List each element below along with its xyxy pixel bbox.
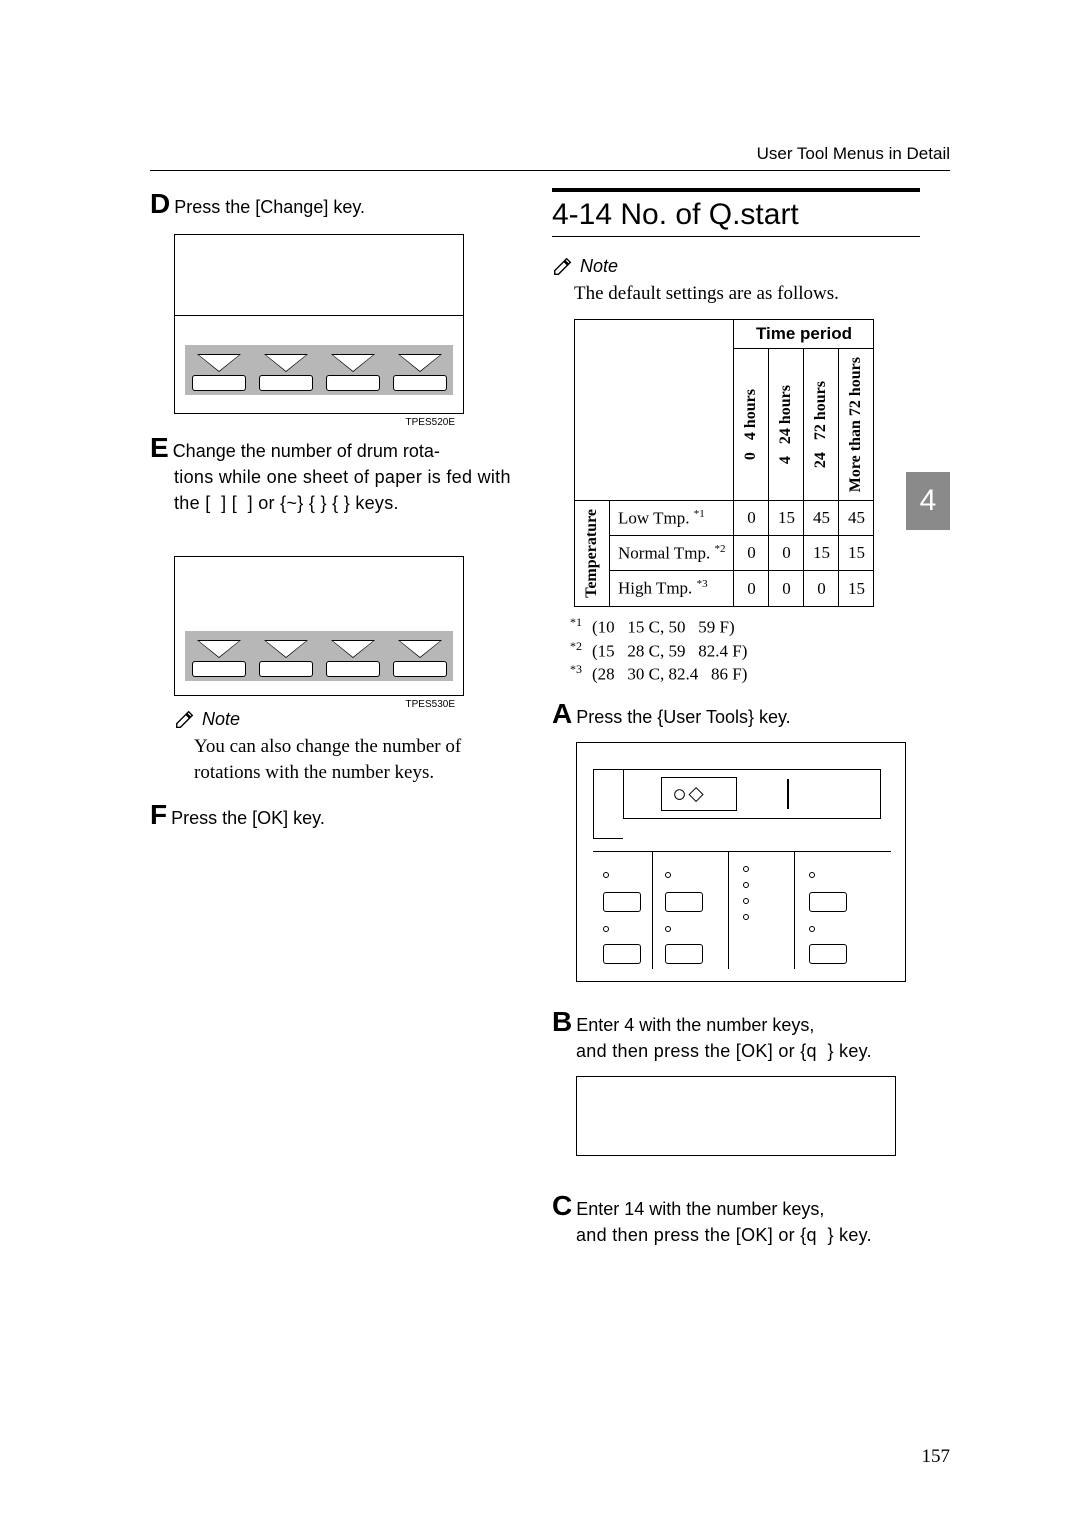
col-0-4: 0 4 hours — [740, 385, 762, 464]
step-d-text: Press the [Change] key. — [174, 197, 365, 217]
step-a: A Press the {User Tools} key. — [552, 698, 920, 730]
softkey-6[interactable] — [259, 661, 313, 677]
step-b: B Enter 4 with the number keys, and then… — [552, 1006, 920, 1064]
note-r-label: Note — [580, 256, 618, 277]
panel-btn-4[interactable] — [665, 944, 703, 964]
step-e: E Change the number of drum rota- tions … — [150, 432, 518, 516]
user-tools-key[interactable] — [661, 777, 737, 811]
lcd-figure-b — [576, 1076, 896, 1156]
panel-btn-2[interactable] — [603, 944, 641, 964]
cell-norm-3: 15 — [839, 536, 874, 571]
softkey-2[interactable] — [259, 375, 313, 391]
softkey-1[interactable] — [192, 375, 246, 391]
note-d-body: You can also change the number of rotati… — [194, 734, 518, 785]
cell-high-2: 0 — [804, 571, 839, 606]
figure-rotations: TPES530E — [174, 556, 464, 696]
col-24-72: 24 72 hours — [810, 377, 832, 472]
figure-code-e: TPES530E — [404, 699, 457, 710]
step-c-text-start: Enter 14 with the number keys, — [576, 1199, 824, 1219]
settings-table: Time period 0 4 hours 4 24 hours 24 72 h… — [574, 319, 874, 607]
softkey-5[interactable] — [192, 661, 246, 677]
header-breadcrumb: User Tool Menus in Detail — [757, 144, 950, 164]
note-r-body: The default settings are as follows. — [574, 281, 920, 307]
step-f-letter: F — [150, 799, 167, 830]
page-number: 157 — [922, 1446, 951, 1468]
step-c-body: and then press the [OK] or {q } key. — [552, 1222, 920, 1248]
col-4-24: 4 24 hours — [775, 381, 797, 468]
control-panel-figure — [576, 742, 906, 982]
cell-low-0: 0 — [734, 500, 769, 535]
time-period-header: Time period — [734, 319, 874, 348]
row-high-label: High Tmp. *3 — [610, 571, 734, 606]
step-c-letter: C — [552, 1190, 572, 1221]
cell-high-1: 0 — [769, 571, 804, 606]
content-columns: D Press the [Change] key. TPES520E E Cha… — [150, 188, 950, 1256]
right-column: 4-14 No. of Q.start Note The default set… — [552, 188, 920, 1256]
step-f: F Press the [OK] key. — [150, 799, 518, 831]
step-b-text-start: Enter 4 with the number keys, — [576, 1015, 814, 1035]
row-normal-label: Normal Tmp. *2 — [610, 536, 734, 571]
softkey-4[interactable] — [393, 375, 447, 391]
section-heading: 4-14 No. of Q.start — [552, 188, 920, 237]
step-e-letter: E — [150, 432, 169, 463]
footnotes: *1(10 15 C, 50 59 F) *2(15 28 C, 59 82.4… — [570, 615, 920, 686]
step-b-letter: B — [552, 1006, 572, 1037]
row-low-label: Low Tmp. *1 — [610, 500, 734, 535]
softkey-7[interactable] — [326, 661, 380, 677]
step-a-letter: A — [552, 698, 572, 729]
note-d-row: Note — [174, 708, 518, 730]
row-axis-temperature: Temperature — [581, 505, 603, 602]
panel-btn-5[interactable] — [809, 892, 847, 912]
cell-norm-1: 0 — [769, 536, 804, 571]
left-column: D Press the [Change] key. TPES520E E Cha… — [150, 188, 518, 1256]
note-r-row: Note — [552, 255, 920, 277]
step-a-text: Press the {User Tools} key. — [576, 707, 790, 727]
step-b-body: and then press the [OK] or {q } key. — [552, 1038, 920, 1064]
step-d: D Press the [Change] key. — [150, 188, 518, 220]
header-rule — [150, 170, 950, 171]
panel-btn-3[interactable] — [665, 892, 703, 912]
softkey-3[interactable] — [326, 375, 380, 391]
step-e-text-start: Change the number of drum rota- — [173, 441, 440, 461]
figure-change-key: TPES520E — [174, 234, 464, 414]
cell-high-0: 0 — [734, 571, 769, 606]
panel-btn-6[interactable] — [809, 944, 847, 964]
step-f-text: Press the [OK] key. — [171, 808, 325, 828]
cell-low-1: 15 — [769, 500, 804, 535]
cell-low-3: 45 — [839, 500, 874, 535]
panel-btn-1[interactable] — [603, 892, 641, 912]
step-e-body: tions while one sheet of paper is fed wi… — [150, 464, 518, 516]
pencil-icon — [174, 708, 196, 730]
cell-high-3: 15 — [839, 571, 874, 606]
figure-code-d: TPES520E — [404, 417, 457, 428]
settings-table-wrap: Time period 0 4 hours 4 24 hours 24 72 h… — [574, 319, 920, 607]
pencil-icon-2 — [552, 255, 574, 277]
softkey-8[interactable] — [393, 661, 447, 677]
cell-norm-2: 15 — [804, 536, 839, 571]
cell-low-2: 45 — [804, 500, 839, 535]
step-c: C Enter 14 with the number keys, and the… — [552, 1190, 920, 1248]
col-72plus: More than 72 hours — [845, 353, 867, 496]
note-d-label: Note — [202, 709, 240, 730]
step-d-letter: D — [150, 188, 170, 219]
cell-norm-0: 0 — [734, 536, 769, 571]
user-tools-icon — [662, 778, 736, 811]
figure-button-row-2 — [185, 631, 453, 681]
figure-button-row — [185, 345, 453, 395]
